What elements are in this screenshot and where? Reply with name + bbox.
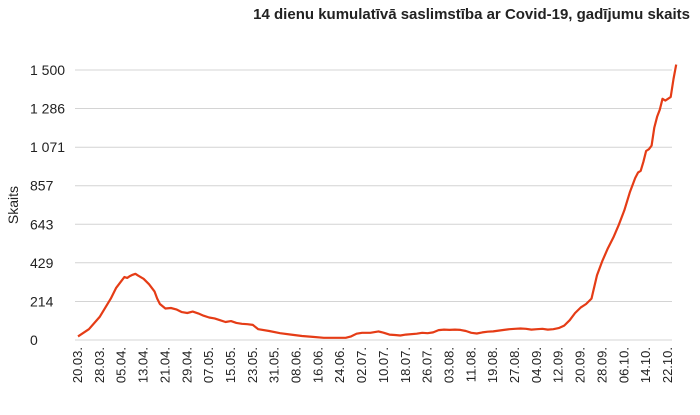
x-tick-label: 28.03. xyxy=(92,347,107,383)
x-tick-label: 03.08. xyxy=(441,347,456,383)
x-tick-label: 16.06. xyxy=(310,347,325,383)
y-tick-label: 429 xyxy=(30,255,54,271)
x-tick-label: 04.09. xyxy=(529,347,544,383)
x-tick-label: 11.08. xyxy=(463,347,478,382)
x-tick-label: 21.04. xyxy=(157,347,172,383)
x-tick-label: 14.10. xyxy=(638,347,653,383)
x-tick-label: 06.10. xyxy=(616,347,631,383)
x-tick-label: 05.04. xyxy=(114,347,129,383)
x-tick-label: 18.07. xyxy=(398,347,413,383)
x-tick-label: 22.10. xyxy=(660,347,675,383)
gridlines xyxy=(75,69,672,341)
x-tick-label: 27.08. xyxy=(507,347,522,383)
y-tick-label: 857 xyxy=(30,178,54,194)
x-tick-label: 31.05. xyxy=(267,347,282,383)
x-tick-label: 20.09. xyxy=(573,347,588,383)
y-tick-label: 0 xyxy=(30,332,38,348)
x-tick-label: 12.09. xyxy=(551,347,566,383)
x-tick-label: 20.03. xyxy=(70,347,85,383)
y-tick-label: 643 xyxy=(30,216,54,232)
x-tick-label: 15.05. xyxy=(223,347,238,383)
x-tick-label: 24.06. xyxy=(332,347,347,383)
x-tick-label: 08.06. xyxy=(289,347,304,383)
x-tick-label: 02.07. xyxy=(354,347,369,383)
y-tick-label: 1 500 xyxy=(30,62,65,78)
y-tick-label: 1 071 xyxy=(30,139,65,155)
x-tick-label: 07.05. xyxy=(201,347,216,383)
x-tick-label: 23.05. xyxy=(245,347,260,383)
x-tick-label: 29.04. xyxy=(179,347,194,383)
x-tick-label: 13.04. xyxy=(136,347,151,383)
y-tick-label: 1 286 xyxy=(30,101,65,117)
x-tick-label: 19.08. xyxy=(485,347,500,383)
x-tick-label: 10.07. xyxy=(376,347,391,383)
chart-title: 14 dienu kumulatīvā saslimstība ar Covid… xyxy=(253,6,690,23)
series-layer xyxy=(77,64,678,339)
x-tick-label: 28.09. xyxy=(594,347,609,383)
y-axis-ticks: 0 214 429 643 857 1 071 1 286 1 500 xyxy=(30,62,65,348)
y-axis-label: Skaits xyxy=(5,186,21,224)
y-tick-label: 214 xyxy=(30,293,54,309)
series-line xyxy=(77,64,678,339)
x-tick-label: 26.07. xyxy=(420,347,435,383)
x-axis-ticks: 20.03. 28.03. 05.04. 13.04. 21.04. 29.04. 07.0… xyxy=(70,347,675,383)
